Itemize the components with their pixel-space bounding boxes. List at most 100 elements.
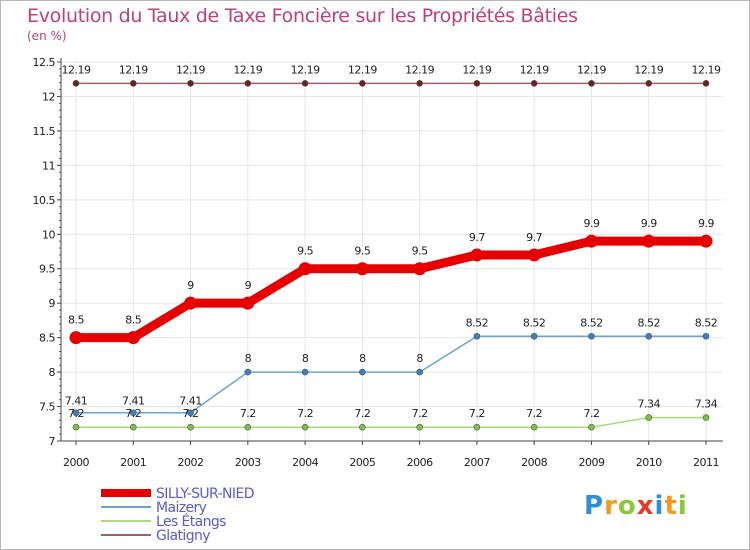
data-label: 7.2 bbox=[469, 407, 485, 420]
x-tick-label: 2003 bbox=[235, 456, 261, 469]
data-point bbox=[359, 368, 366, 376]
data-label: 9.7 bbox=[526, 231, 542, 244]
data-label: 12.19 bbox=[405, 63, 434, 76]
data-label: 12.19 bbox=[176, 63, 205, 76]
data-label: 7.41 bbox=[179, 395, 202, 408]
data-point bbox=[473, 423, 481, 431]
data-point bbox=[187, 80, 194, 87]
data-point bbox=[702, 332, 710, 340]
data-point bbox=[72, 80, 80, 87]
series-line bbox=[75, 335, 707, 414]
data-point bbox=[530, 80, 538, 87]
data-point bbox=[530, 423, 538, 431]
data-label: 8 bbox=[359, 352, 366, 365]
x-tick-label: 2006 bbox=[407, 456, 433, 469]
data-label: 7.2 bbox=[526, 407, 542, 420]
data-label: 7.2 bbox=[412, 407, 428, 420]
x-tick-label: 2001 bbox=[120, 456, 146, 469]
data-label: 7.41 bbox=[122, 395, 145, 408]
x-tick-label: 2005 bbox=[349, 456, 375, 469]
y-tick-label: 12 bbox=[42, 90, 55, 103]
data-label: 12.19 bbox=[233, 63, 262, 76]
data-point bbox=[126, 331, 140, 345]
data-point bbox=[184, 296, 198, 310]
data-point bbox=[298, 262, 312, 276]
x-tick-label: 2010 bbox=[636, 456, 662, 469]
x-tick-label: 2007 bbox=[464, 456, 490, 469]
data-point bbox=[645, 414, 653, 421]
data-point bbox=[129, 409, 137, 417]
x-tick-label: 2000 bbox=[63, 456, 89, 469]
data-label: 7.2 bbox=[183, 407, 199, 420]
data-point bbox=[129, 80, 137, 87]
data-label: 8.5 bbox=[125, 314, 141, 327]
x-tick-label: 2008 bbox=[521, 456, 547, 469]
data-label: 7.2 bbox=[354, 407, 370, 420]
data-label: 7.2 bbox=[240, 407, 256, 420]
data-label: 8.5 bbox=[68, 314, 84, 327]
data-label: 9.9 bbox=[641, 217, 657, 230]
data-label: 9.5 bbox=[412, 245, 428, 258]
data-point bbox=[473, 332, 481, 340]
data-label: 8 bbox=[302, 352, 309, 365]
data-point bbox=[645, 80, 653, 87]
data-label: 7.34 bbox=[695, 398, 718, 411]
data-label: 12.19 bbox=[577, 63, 606, 76]
data-point bbox=[527, 248, 541, 262]
data-point bbox=[588, 80, 595, 87]
data-label: 12.19 bbox=[634, 63, 663, 76]
data-label: 9.5 bbox=[354, 245, 370, 258]
data-point bbox=[588, 423, 595, 431]
series-line bbox=[75, 416, 707, 428]
data-point bbox=[359, 80, 366, 87]
proxiti-logo: Proxiti bbox=[584, 491, 688, 521]
data-point bbox=[413, 262, 427, 276]
data-label: 7.41 bbox=[65, 395, 88, 408]
series-line bbox=[71, 236, 711, 343]
y-tick-label: 12.5 bbox=[33, 56, 56, 69]
data-point bbox=[416, 80, 423, 87]
y-tick-label: 10.5 bbox=[33, 194, 56, 207]
data-point bbox=[359, 423, 366, 431]
data-point bbox=[187, 423, 194, 431]
data-label: 9.9 bbox=[583, 217, 599, 230]
data-point bbox=[473, 80, 481, 87]
y-tick-label: 11 bbox=[42, 159, 55, 172]
y-tick-label: 9.5 bbox=[39, 263, 55, 276]
data-label: 9.7 bbox=[469, 231, 485, 244]
data-point bbox=[584, 234, 598, 248]
chart-unit: (en %) bbox=[27, 29, 67, 43]
data-label: 8.52 bbox=[637, 316, 660, 329]
data-label: 9.9 bbox=[698, 217, 714, 230]
data-point bbox=[642, 234, 656, 248]
data-point bbox=[702, 80, 710, 87]
data-label: 7.2 bbox=[583, 407, 599, 420]
y-tick-label: 10 bbox=[42, 228, 55, 241]
data-point bbox=[72, 423, 80, 431]
data-point bbox=[645, 332, 653, 340]
legend-label: Glatigny bbox=[156, 528, 210, 544]
data-point bbox=[301, 423, 309, 431]
data-label: 7.2 bbox=[297, 407, 313, 420]
data-point bbox=[355, 262, 369, 276]
data-label: 9 bbox=[245, 279, 252, 292]
x-tick-label: 2011 bbox=[693, 456, 719, 469]
y-tick-label: 8 bbox=[49, 366, 56, 379]
data-label: 12.19 bbox=[348, 63, 377, 76]
legend-label: SILLY-SUR-NIED bbox=[156, 486, 254, 502]
chart-title: Evolution du Taux de Taxe Foncière sur l… bbox=[27, 5, 578, 27]
data-label: 7.34 bbox=[637, 398, 660, 411]
y-tick-label: 7.5 bbox=[39, 401, 55, 414]
data-point bbox=[244, 80, 252, 87]
data-point bbox=[187, 409, 194, 417]
data-point bbox=[301, 80, 309, 87]
data-label: 8.52 bbox=[580, 316, 603, 329]
y-tick-label: 11.5 bbox=[33, 125, 56, 138]
data-point bbox=[470, 248, 484, 262]
x-tick-label: 2004 bbox=[292, 456, 318, 469]
data-point bbox=[588, 332, 595, 340]
data-point bbox=[530, 332, 538, 340]
data-label: 9 bbox=[187, 279, 194, 292]
data-point bbox=[72, 409, 80, 417]
